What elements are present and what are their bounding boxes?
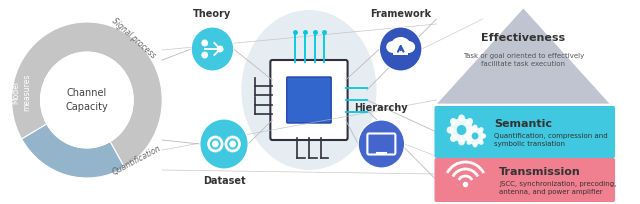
Text: Task or goal oriented to effectively
facilitate task execution: Task or goal oriented to effectively fac… [463,53,584,67]
FancyBboxPatch shape [287,77,331,123]
Text: Dataset: Dataset [203,176,245,186]
Circle shape [217,45,223,52]
Circle shape [472,133,479,140]
Circle shape [40,52,133,148]
Text: Transmission: Transmission [499,167,581,177]
Wedge shape [22,124,125,178]
Text: Channel
Capacity: Channel Capacity [65,88,108,112]
Circle shape [481,133,486,139]
Ellipse shape [402,41,415,53]
Circle shape [464,133,468,139]
Polygon shape [436,8,610,104]
Circle shape [450,118,473,142]
FancyBboxPatch shape [435,106,615,158]
Text: Theory: Theory [193,9,232,19]
Circle shape [212,141,219,147]
Wedge shape [12,22,162,167]
Ellipse shape [241,10,376,170]
Circle shape [202,51,208,59]
FancyBboxPatch shape [270,60,348,140]
Circle shape [467,140,471,145]
Circle shape [467,135,473,142]
Text: Quantification, compression and
symbolic translation: Quantification, compression and symbolic… [494,133,608,147]
Circle shape [472,124,477,130]
Circle shape [458,114,465,122]
Circle shape [479,140,484,145]
Circle shape [467,127,484,145]
Circle shape [358,120,404,168]
Ellipse shape [391,37,410,53]
Circle shape [380,27,422,71]
Circle shape [229,141,236,147]
Circle shape [450,118,457,125]
Circle shape [200,119,248,169]
Circle shape [447,126,453,133]
Circle shape [467,127,471,132]
Circle shape [450,135,457,142]
Circle shape [202,40,208,47]
Ellipse shape [386,41,400,53]
Text: Signal process: Signal process [109,16,157,60]
Circle shape [470,126,477,133]
Circle shape [458,139,465,145]
Circle shape [479,127,484,132]
Text: JSCC, synchronization, precoding,
antenna, and power amplifier: JSCC, synchronization, precoding, antenn… [499,181,616,195]
Circle shape [457,125,467,135]
Text: Quantification: Quantification [111,143,163,177]
FancyBboxPatch shape [435,158,615,202]
Circle shape [467,118,473,125]
Text: Hierarchy: Hierarchy [355,103,408,113]
FancyBboxPatch shape [393,47,408,55]
Text: Semantic: Semantic [494,119,552,129]
Text: Framework: Framework [370,9,431,19]
Circle shape [472,143,477,147]
Text: Effectiveness: Effectiveness [481,33,565,43]
Text: Model
measures: Model measures [11,73,31,111]
Circle shape [191,27,234,71]
